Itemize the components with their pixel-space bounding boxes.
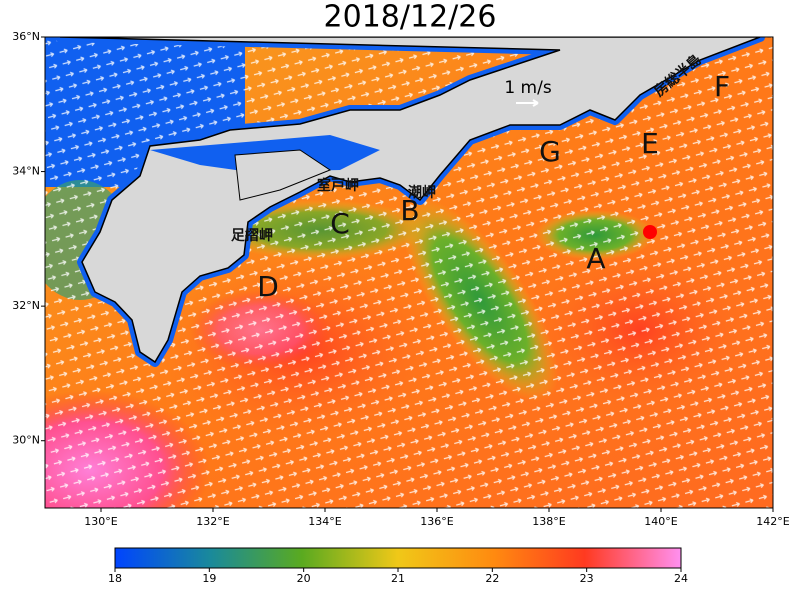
coastline xyxy=(59,37,761,364)
colorbar-tick-label: 23 xyxy=(580,572,594,585)
marker xyxy=(643,225,657,239)
region-label: B xyxy=(400,194,419,227)
lat-tick-label: 32°N xyxy=(12,299,40,312)
labels: A B C D E F G 足摺岬 室戸岬 潮岬 房総半島 1 m/s xyxy=(231,51,730,303)
colorbar-tick-label: 22 xyxy=(485,572,499,585)
region-label: G xyxy=(539,135,561,168)
lon-tick-label: 136°E xyxy=(420,515,453,528)
cape-label: 室戸岬 xyxy=(317,177,359,194)
lon-tick-label: 138°E xyxy=(532,515,565,528)
lon-tick-label: 142°E xyxy=(756,515,789,528)
region-label: D xyxy=(257,270,279,303)
region-label: E xyxy=(641,127,659,160)
scale-label: 1 m/s xyxy=(504,78,552,98)
shikoku xyxy=(234,149,332,201)
title: 2018/12/26 xyxy=(324,0,497,35)
colorbar-tick-label: 24 xyxy=(674,572,688,585)
colorbar-tick-label: 19 xyxy=(202,572,216,585)
colorbar-tick-label: 18 xyxy=(108,572,122,585)
region-label: A xyxy=(586,242,605,275)
region-label: C xyxy=(330,207,350,240)
lon-tick-label: 132°E xyxy=(196,515,229,528)
colorbar-tick-label: 20 xyxy=(297,572,311,585)
lat-tick-label: 30°N xyxy=(12,434,40,447)
lon-tick-label: 140°E xyxy=(644,515,677,528)
colorbar xyxy=(114,547,682,569)
cape-label: 足摺岬 xyxy=(231,228,273,244)
lat-tick-label: 36°N xyxy=(12,30,40,43)
sea-surface-temperature xyxy=(45,37,773,508)
lat-tick-label: 34°N xyxy=(12,165,40,178)
lon-tick-label: 134°E xyxy=(308,515,341,528)
region-label: F xyxy=(714,70,730,103)
colorbar-tick-label: 21 xyxy=(391,572,405,585)
scale-arrow xyxy=(516,99,539,107)
cape-label: 潮岬 xyxy=(408,184,436,201)
lon-tick-label: 130°E xyxy=(84,515,117,528)
frame xyxy=(44,36,774,509)
